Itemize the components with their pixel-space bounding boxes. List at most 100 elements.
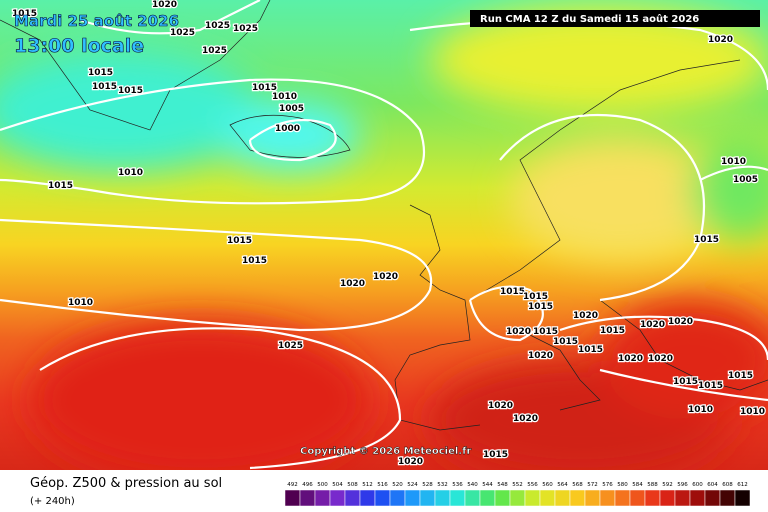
isobar-label: 1020 — [668, 317, 693, 327]
legend-label: 584 — [632, 482, 643, 488]
legend-label: 532 — [437, 482, 448, 488]
isobar-label: 1015 — [553, 337, 578, 347]
legend-label: 556 — [527, 482, 538, 488]
legend-label: 516 — [377, 482, 388, 488]
legend-swatch — [329, 489, 346, 507]
legend-label: 612 — [737, 482, 748, 488]
legend-swatch — [479, 489, 496, 507]
legend-swatch — [614, 489, 631, 507]
isobar-label: 1010 — [68, 298, 93, 308]
isobar-label: 1025 — [205, 21, 230, 31]
legend-label: 552 — [512, 482, 523, 488]
legend-label: 540 — [467, 482, 478, 488]
legend-label: 600 — [692, 482, 703, 488]
isobar-label: 1025 — [278, 341, 303, 351]
legend-swatch — [284, 489, 301, 507]
isobar-label: 1020 — [640, 320, 665, 330]
legend-label: 560 — [542, 482, 553, 488]
legend-swatch — [299, 489, 316, 507]
isobar-label: 1015 — [500, 287, 525, 297]
isobar-label: 1015 — [12, 9, 37, 19]
legend-label: 604 — [707, 482, 718, 488]
isobar-label: 1010 — [721, 157, 746, 167]
isobar-label: 1015 — [673, 377, 698, 387]
legend-label: 568 — [572, 482, 583, 488]
isobar-label: 1020 — [513, 414, 538, 424]
legend-swatch — [704, 489, 721, 507]
copyright: Copyright © 2026 Meteociel.fr — [300, 446, 471, 457]
isobar-label: 1015 — [694, 235, 719, 245]
isobar-label: 1020 — [373, 272, 398, 282]
legend-label: 512 — [362, 482, 373, 488]
legend-swatch — [449, 489, 466, 507]
isobar-label: 1020 — [618, 354, 643, 364]
legend-label: 576 — [602, 482, 613, 488]
isobar-label: 1010 — [688, 405, 713, 415]
legend-swatch — [419, 489, 436, 507]
isobar-label: 1005 — [279, 104, 304, 114]
isobar-label: 1025 — [233, 24, 258, 34]
isobar-label: 1020 — [152, 0, 177, 10]
legend-label: 528 — [422, 482, 433, 488]
legend-swatch — [659, 489, 676, 507]
isobar-label: 1015 — [698, 381, 723, 391]
isobar-label: 1020 — [573, 311, 598, 321]
isobar-label: 1005 — [733, 175, 758, 185]
legend: 492 496 500 504 508 512 516 520 524 528 532 536 540 5… — [284, 482, 751, 507]
isobar-label: 1015 — [483, 450, 508, 460]
legend-label: 536 — [452, 482, 463, 488]
isobar-label: 1000 — [275, 124, 300, 134]
isobar-label: 1020 — [528, 351, 553, 361]
isobar-label: 1010 — [118, 168, 143, 178]
isobar-label: 1015 — [523, 292, 548, 302]
isobar-label: 1015 — [48, 181, 73, 191]
isobar-label: 1020 — [708, 35, 733, 45]
isobar-label: 1015 — [242, 256, 267, 266]
isobar-label: 1015 — [578, 345, 603, 355]
legend-swatch — [599, 489, 616, 507]
legend-label: 608 — [722, 482, 733, 488]
legend-swatch — [464, 489, 481, 507]
legend-swatch — [554, 489, 571, 507]
legend-label: 548 — [497, 482, 508, 488]
legend-label: 564 — [557, 482, 568, 488]
isobar-label: 1015 — [600, 326, 625, 336]
isobar-label: 1010 — [272, 92, 297, 102]
legend-swatch — [629, 489, 646, 507]
date: Mardi 25 août 2026 — [14, 12, 179, 30]
legend-swatch — [404, 489, 421, 507]
isobar-label: 1020 — [648, 354, 673, 364]
isobar-label: 1025 — [170, 28, 195, 38]
isobar-label: 1015 — [227, 236, 252, 246]
legend-swatch — [734, 489, 751, 507]
legend-swatch — [434, 489, 451, 507]
legend-label: 592 — [662, 482, 673, 488]
legend-label: 572 — [587, 482, 598, 488]
isobar-label: 1020 — [398, 457, 423, 467]
legend-swatch — [509, 489, 526, 507]
legend-label: 492 — [287, 482, 298, 488]
legend-swatch — [494, 489, 511, 507]
legend-swatch — [389, 489, 406, 507]
isobar-label: 1025 — [202, 46, 227, 56]
isobar-label: 1020 — [340, 279, 365, 289]
legend-swatch — [314, 489, 331, 507]
isobar-label: 1015 — [533, 327, 558, 337]
isobar-label: 1020 — [488, 401, 513, 411]
run-box — [470, 10, 760, 27]
isobar-label: 1015 — [92, 82, 117, 92]
legend-swatch — [374, 489, 391, 507]
legend-swatch — [674, 489, 691, 507]
isobar-label: 1015 — [528, 302, 553, 312]
legend-swatch — [719, 489, 736, 507]
legend-swatch — [569, 489, 586, 507]
legend-label: 520 — [392, 482, 403, 488]
legend-label: 500 — [317, 482, 328, 488]
legend-label: 504 — [332, 482, 343, 488]
footer-lead: (+ 240h) — [30, 496, 75, 507]
legend-swatch — [359, 489, 376, 507]
legend-label: 596 — [677, 482, 688, 488]
legend-label: 544 — [482, 482, 493, 488]
isobar-label: 1020 — [506, 327, 531, 337]
